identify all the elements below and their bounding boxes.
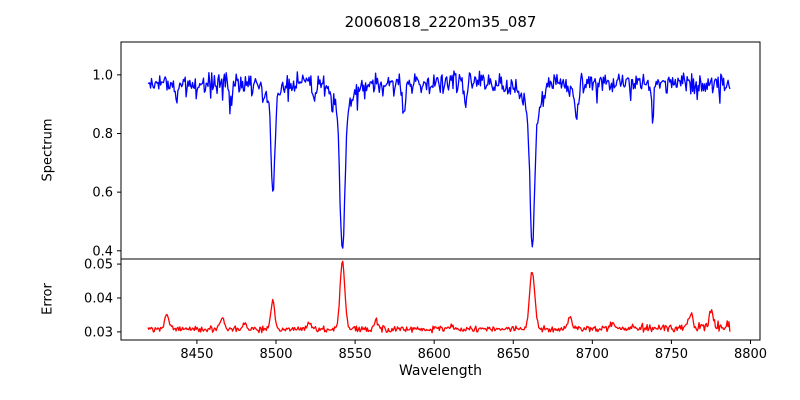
spectrum-curve [147,70,731,249]
x-tick-label: 8650 [497,347,530,362]
error-y-tick-label: 0.05 [84,258,113,273]
x-tick-label: 8550 [339,347,372,362]
x-tick-label: 8750 [655,347,688,362]
spectrum-y-tick-label: 0.6 [92,186,113,201]
x-tick-label: 8800 [734,347,767,362]
spectrum-plot-frame [120,41,761,260]
error-plot-frame [120,258,761,341]
x-tick-label: 8450 [180,347,213,362]
spectrum-y-tick-label: 1.0 [92,68,113,83]
figure-title: 20060818_2220m35_087 [344,13,537,31]
error-y-tick-label: 0.03 [84,325,113,340]
error-y-tick-label: 0.04 [84,291,113,306]
spectrum-y-tick-label: 0.8 [92,127,113,142]
x-tick-label: 8600 [418,347,451,362]
error-curve [147,260,731,334]
x-tick-label: 8700 [576,347,609,362]
x-tick-label: 8500 [259,347,292,362]
x-axis-label: Wavelength [398,363,483,379]
spectrum-y-tick-label: 0.4 [92,244,113,259]
